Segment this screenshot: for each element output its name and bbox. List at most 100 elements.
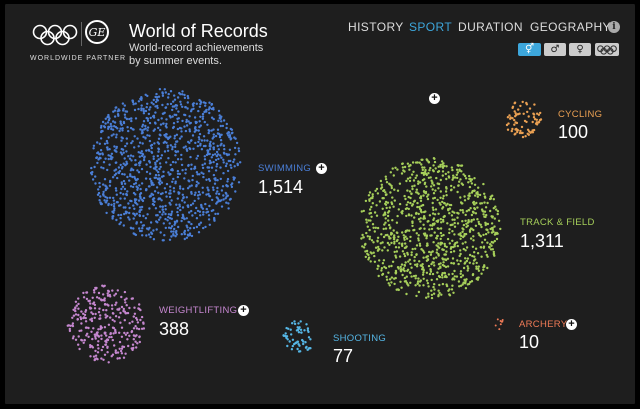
record-dot [394, 272, 398, 275]
record-dot [119, 213, 123, 217]
filter-male-button[interactable]: ♂ [544, 43, 566, 56]
record-dot [514, 121, 517, 124]
record-dot [459, 237, 462, 240]
record-dot [367, 194, 371, 197]
filter-all-genders-button[interactable]: ⚥ [518, 43, 541, 56]
record-dot [71, 337, 75, 340]
nav-duration[interactable]: DURATION [458, 20, 523, 34]
nav-history[interactable]: HISTORY [348, 20, 404, 34]
record-dot [183, 217, 186, 221]
record-dot [107, 125, 111, 129]
archery-dots [494, 318, 504, 331]
expand-plus-icon[interactable]: + [429, 93, 440, 104]
record-dot [153, 121, 157, 124]
record-dot [134, 325, 137, 328]
record-dot [444, 190, 448, 193]
record-dot [213, 182, 217, 185]
record-dot [416, 205, 419, 209]
record-dot [182, 146, 185, 149]
nav-geography[interactable]: GEOGRAPHY [530, 20, 611, 34]
record-dot [195, 217, 199, 220]
info-icon[interactable]: i [608, 21, 620, 33]
record-dot [184, 106, 187, 109]
filter-all-athletes-button[interactable] [595, 43, 619, 56]
record-dot [483, 215, 486, 218]
record-dot [140, 107, 143, 110]
record-dot [189, 203, 193, 207]
record-dot [465, 259, 469, 263]
record-dot [284, 332, 287, 335]
record-dot [424, 192, 427, 195]
record-dot [480, 255, 483, 258]
record-dot [96, 334, 99, 337]
record-dot [401, 212, 404, 215]
record-dot [157, 150, 160, 153]
record-dot [178, 126, 182, 130]
record-dot [102, 293, 105, 296]
record-dot [113, 115, 117, 118]
record-dot [443, 201, 446, 205]
record-dot [404, 230, 407, 234]
record-dot [198, 223, 201, 226]
nav-sport[interactable]: SPORT [409, 20, 453, 34]
record-dot [466, 257, 470, 260]
record-dot [474, 247, 478, 250]
record-dot [301, 338, 304, 342]
archery-cluster[interactable] [492, 317, 506, 331]
record-dot [408, 258, 411, 261]
record-dot [120, 167, 124, 170]
record-dot [423, 227, 426, 230]
record-dot [376, 267, 379, 270]
weightlifting-expand-icon[interactable]: + [238, 305, 249, 316]
record-dot [451, 178, 454, 181]
record-dot [168, 192, 171, 195]
record-dot [156, 106, 159, 110]
record-dot [131, 348, 134, 351]
record-dot [451, 272, 454, 276]
record-dot [145, 170, 149, 174]
record-dot [235, 141, 239, 145]
shooting-cluster[interactable] [282, 319, 317, 354]
record-dot [472, 218, 475, 221]
record-dot [421, 273, 425, 276]
record-dot [149, 144, 153, 147]
record-dot [451, 257, 455, 260]
track-field-cluster[interactable] [358, 156, 502, 300]
record-dot [427, 176, 431, 179]
record-dot [141, 152, 144, 155]
record-dot [431, 212, 435, 215]
record-dot [133, 214, 137, 217]
record-dot [166, 103, 169, 106]
record-dot [191, 134, 195, 137]
shooting-count: 77 [333, 346, 354, 366]
record-dot [403, 194, 406, 198]
record-dot [171, 145, 174, 149]
record-dot [121, 127, 124, 130]
record-dot [195, 225, 199, 229]
record-dot [68, 327, 71, 331]
record-dot [98, 142, 101, 145]
swimming-expand-icon[interactable]: + [316, 163, 327, 174]
record-dot [161, 213, 164, 216]
record-dot [80, 329, 83, 332]
record-dot [411, 224, 414, 228]
record-dot [154, 173, 158, 177]
record-dot [172, 233, 175, 236]
record-dot [212, 142, 215, 145]
record-dot [148, 139, 152, 143]
record-dot [114, 351, 117, 354]
record-dot [374, 246, 378, 249]
record-dot [448, 212, 451, 215]
weightlifting-cluster[interactable] [66, 284, 146, 364]
record-dot [113, 209, 116, 212]
record-dot [453, 176, 457, 179]
archery-expand-icon[interactable]: + [566, 319, 577, 330]
cycling-cluster[interactable] [503, 99, 543, 139]
record-dot [106, 196, 109, 200]
record-dot [392, 229, 395, 232]
swimming-cluster[interactable] [88, 87, 244, 243]
record-dot [208, 159, 212, 162]
record-dot [75, 304, 78, 307]
record-dot [134, 159, 137, 162]
filter-female-button[interactable]: ♀ [569, 43, 591, 56]
